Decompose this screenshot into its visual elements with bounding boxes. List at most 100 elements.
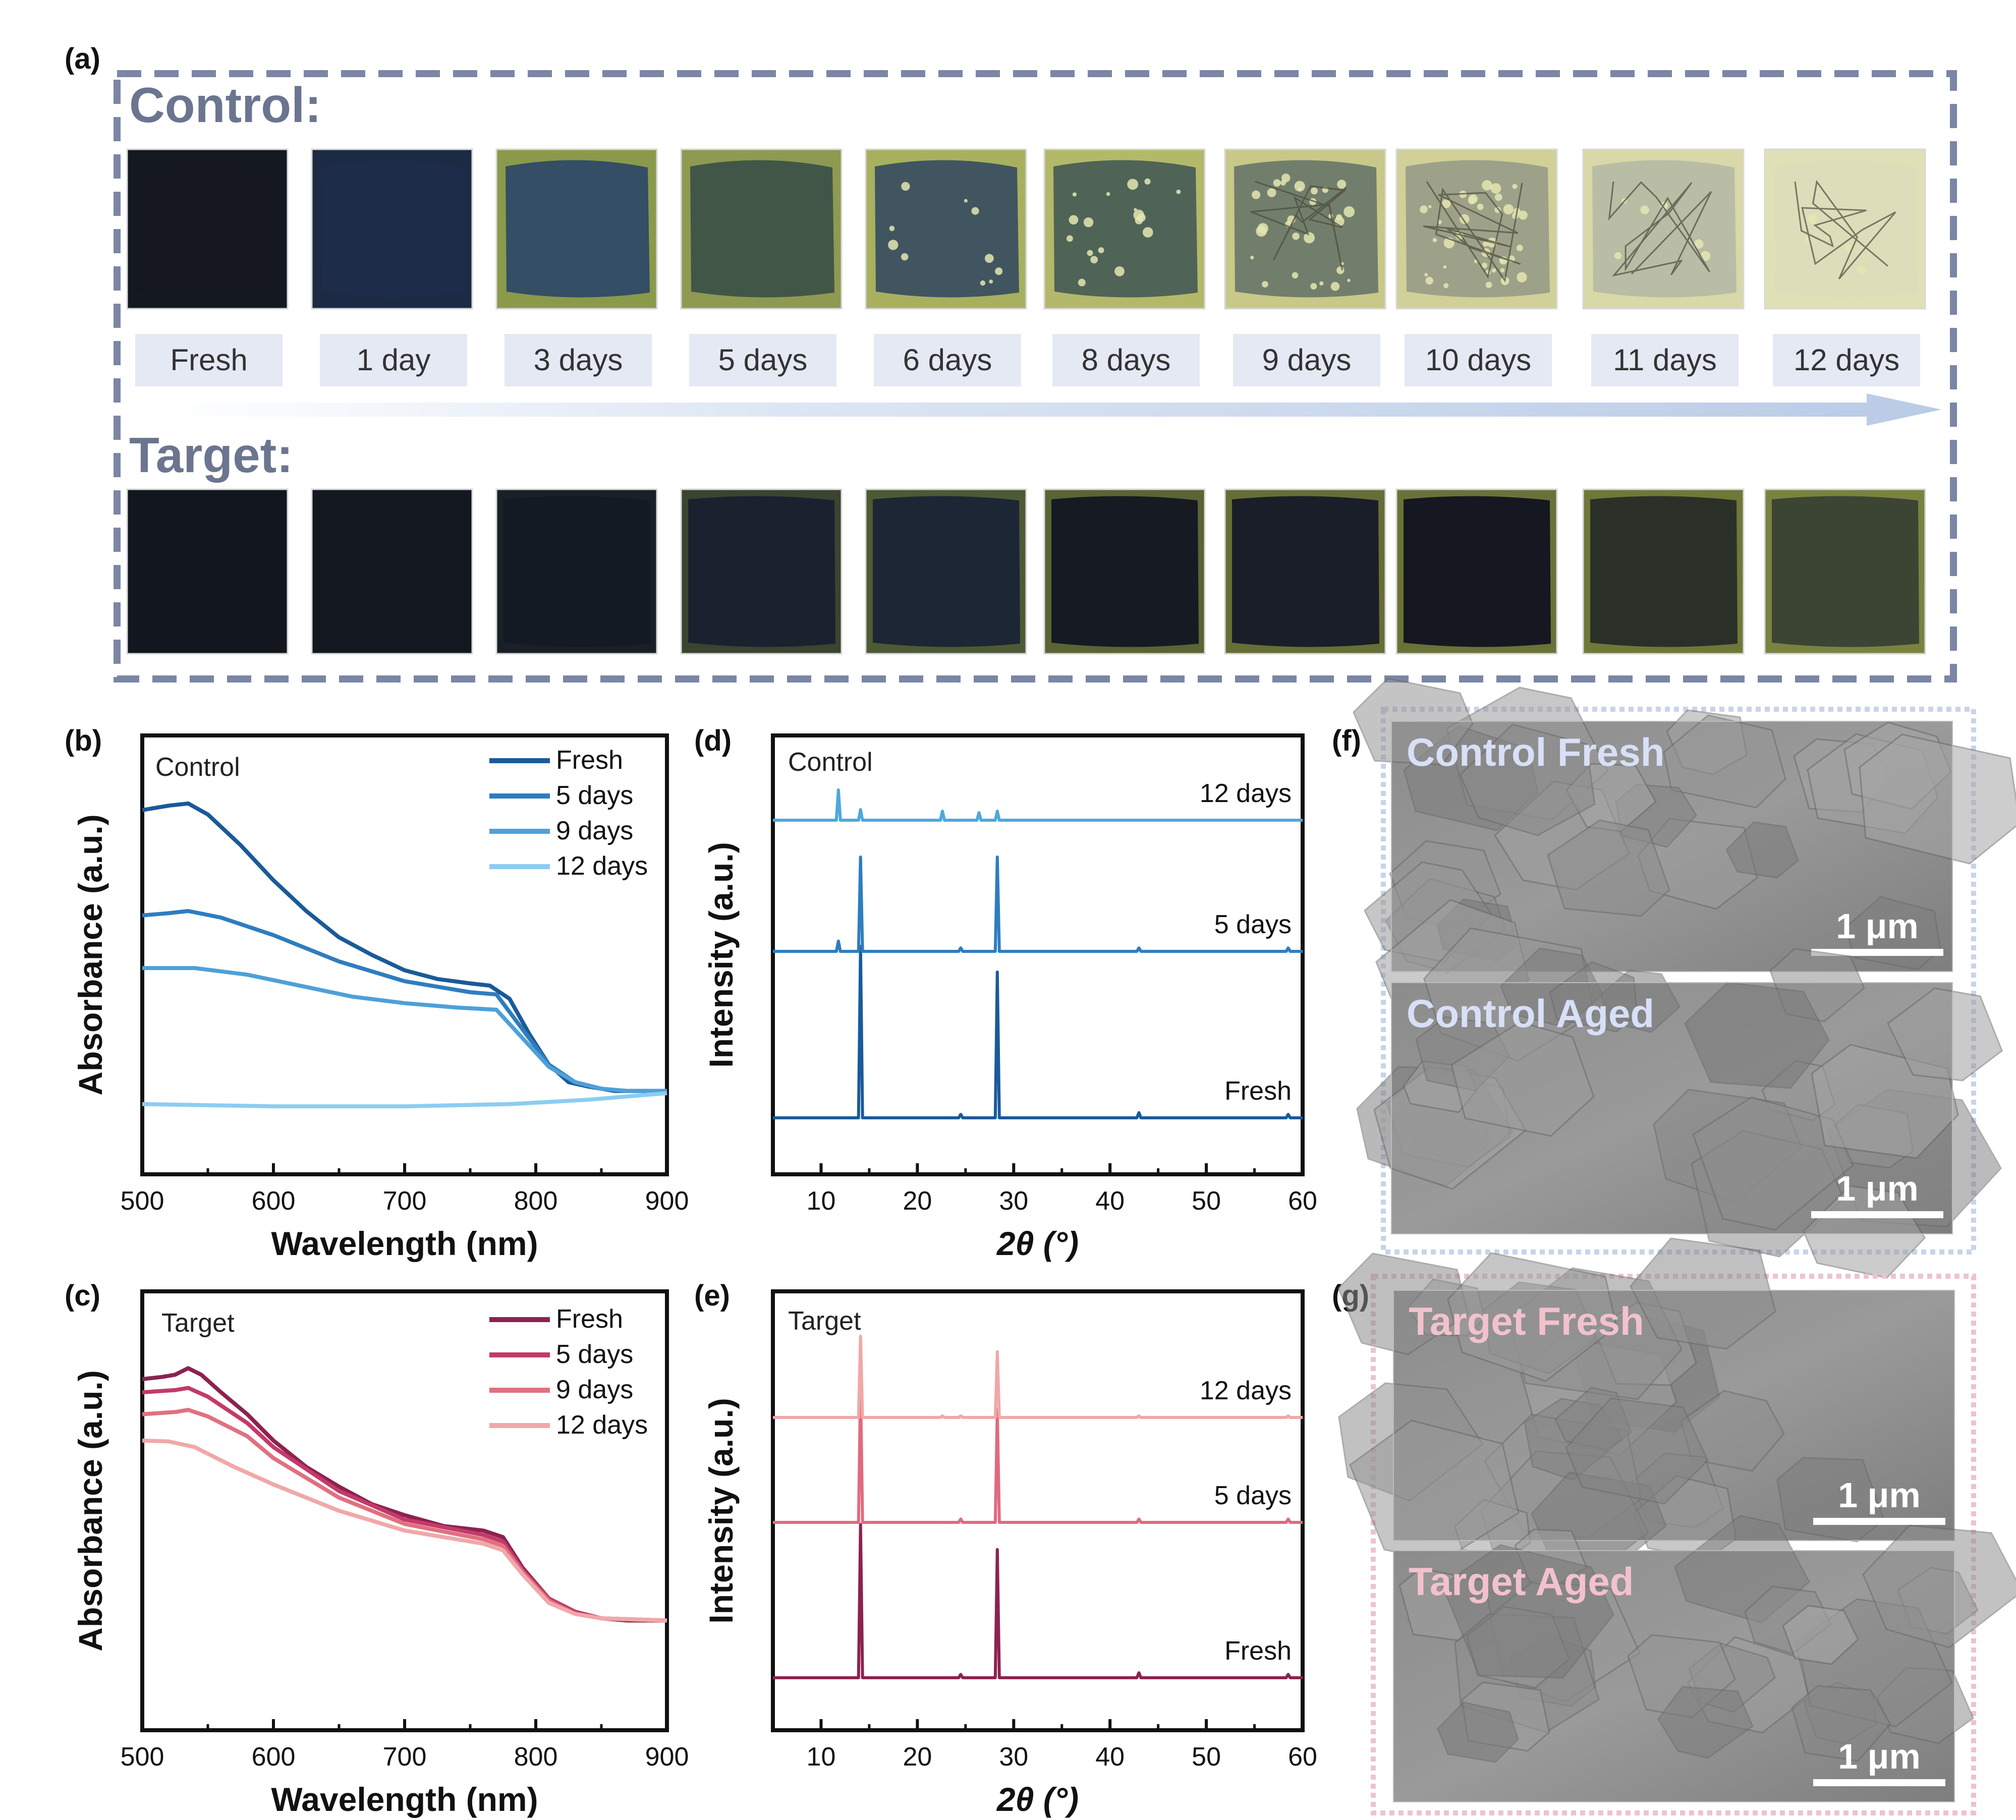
sem-grain (1684, 982, 1830, 1089)
timeline-arrow (156, 393, 1941, 426)
d-pattern-label-0: Fresh (1224, 1076, 1292, 1106)
sem-grain (1450, 1021, 1595, 1137)
e-pattern-2 (773, 1334, 1303, 1419)
timepoint-label-box (1052, 334, 1200, 386)
degradation-spot (1087, 250, 1093, 256)
timepoint-label-text: Fresh (170, 343, 247, 377)
degradation-spot (1176, 189, 1181, 194)
target-photo-0 (126, 488, 289, 655)
target-photo-row (126, 488, 1926, 655)
control-photo-film (1774, 160, 1918, 298)
c-legend-label-2: 9 days (556, 1375, 633, 1404)
panel-b-letter: (b) (65, 724, 102, 757)
e-pattern-1 (773, 1383, 1303, 1524)
degradation-spot (964, 199, 968, 203)
scale-bar-label: 1 μm (1836, 1169, 1918, 1208)
d-pattern-2 (773, 788, 1303, 822)
panel-a-frame (114, 70, 1957, 682)
sem-grain (1549, 961, 1638, 1033)
b-series-line-3 (142, 1091, 667, 1109)
d-xtick-label: 20 (903, 1186, 932, 1216)
degradation-spot (1106, 192, 1110, 196)
degradation-spot (1127, 179, 1139, 190)
e-pattern-0 (773, 1523, 1303, 1679)
sem-image-label: Target Fresh (1409, 1299, 1644, 1343)
degradation-spot (1337, 180, 1347, 189)
control-photo-film (690, 160, 834, 298)
b-legend-label-0: Fresh (556, 746, 623, 775)
target-photo-8 (1582, 488, 1745, 655)
xrd-chart-target: Target 10 20 30 40 50 60 2θ (°) Intensity (a.u.… (702, 1289, 1317, 1818)
d-plot-frame (771, 733, 1305, 1176)
absorbance-chart-target: Target 500 600 700 800 900 Wavelength (nm) Abs… (72, 1289, 689, 1818)
absorbance-chart-control: Control 500 600 700 800 900 Wavelength (nm) Ab… (72, 733, 689, 1262)
degradation-spot (1292, 272, 1299, 279)
degradation-spot (1500, 268, 1505, 273)
crack-line (1794, 180, 1896, 279)
sem-image-border (1393, 1290, 1955, 1541)
sem-image-label: Control Aged (1407, 991, 1654, 1036)
scale-bar-label: 1 μm (1838, 1737, 1920, 1776)
control-photo-film (1053, 160, 1198, 298)
timepoint-label-box (1405, 334, 1552, 386)
chart-b-ylabel: Absorbance (a.u.) (72, 814, 109, 1095)
b-xtick-label: 500 (121, 1186, 164, 1216)
timepoint-label-text: 11 days (1613, 343, 1717, 377)
control-photo-row (126, 148, 1926, 310)
sem-image-border (1391, 721, 1953, 972)
d-xtick-label: 30 (999, 1186, 1028, 1216)
c-xtick-label: 900 (645, 1742, 689, 1772)
target-photo-film (1590, 496, 1738, 647)
target-photo-film (873, 496, 1020, 647)
control-photo-6 (1224, 148, 1386, 310)
chart-d-ylabel: Intensity (a.u.) (702, 842, 740, 1067)
timepoint-label-1: 1 day (320, 334, 467, 386)
degradation-spot (1294, 181, 1305, 192)
degradation-spot (1280, 180, 1286, 186)
d-pattern-1 (773, 856, 1303, 953)
e-plot-frame (771, 1289, 1305, 1732)
scale-bar-label: 1 μm (1836, 906, 1918, 946)
e-pattern-label-2: 12 days (1200, 1376, 1292, 1405)
sem-grain (1782, 1605, 1859, 1665)
chart-b-inset-label: Control (155, 753, 240, 782)
degradation-spot (1304, 232, 1315, 244)
sem-images-target: Target Fresh 1 μm Target Aged 1 μm (1337, 1237, 2016, 1802)
sem-grain (1887, 987, 2003, 1082)
target-photo-9 (1764, 488, 1926, 655)
c-legend-label-1: 5 days (556, 1340, 633, 1369)
degradation-spot (1311, 187, 1318, 195)
chart-b-xlabel: Wavelength (nm) (271, 1225, 538, 1262)
degradation-spot (1857, 265, 1866, 275)
degradation-spot (1694, 239, 1704, 249)
control-photo-9 (1764, 148, 1926, 310)
timepoint-label-box (1591, 334, 1739, 386)
control-photo-2 (495, 148, 658, 310)
control-photo-film (506, 160, 650, 298)
degradation-spot (1114, 266, 1125, 276)
degradation-spot (1512, 184, 1518, 189)
sem-grain (1657, 1686, 1754, 1759)
degradation-spot (1343, 206, 1355, 217)
degradation-spot (1477, 203, 1484, 210)
timepoint-label-4: 6 days (874, 334, 1021, 386)
sem-image-border (1393, 1550, 1955, 1802)
timepoint-label-8: 11 days (1591, 334, 1739, 386)
timepoint-label-text: 1 day (357, 343, 431, 377)
degradation-spot (1298, 187, 1302, 191)
control-photo-8 (1582, 148, 1745, 310)
degradation-spot (1134, 208, 1137, 211)
b-series-line-2 (142, 966, 667, 1093)
degradation-spot (1292, 232, 1300, 240)
control-photo-film (1592, 160, 1737, 298)
target-photo-film (503, 496, 651, 647)
sem-image-0: Target Fresh 1 μm (1337, 1237, 1955, 1583)
sem-image-border (1391, 982, 1953, 1234)
degradation-spot (980, 280, 986, 286)
control-photo-1 (311, 148, 473, 310)
degradation-spot (1098, 247, 1104, 253)
timepoint-label-box (1773, 334, 1920, 386)
degradation-spot (1808, 214, 1818, 224)
